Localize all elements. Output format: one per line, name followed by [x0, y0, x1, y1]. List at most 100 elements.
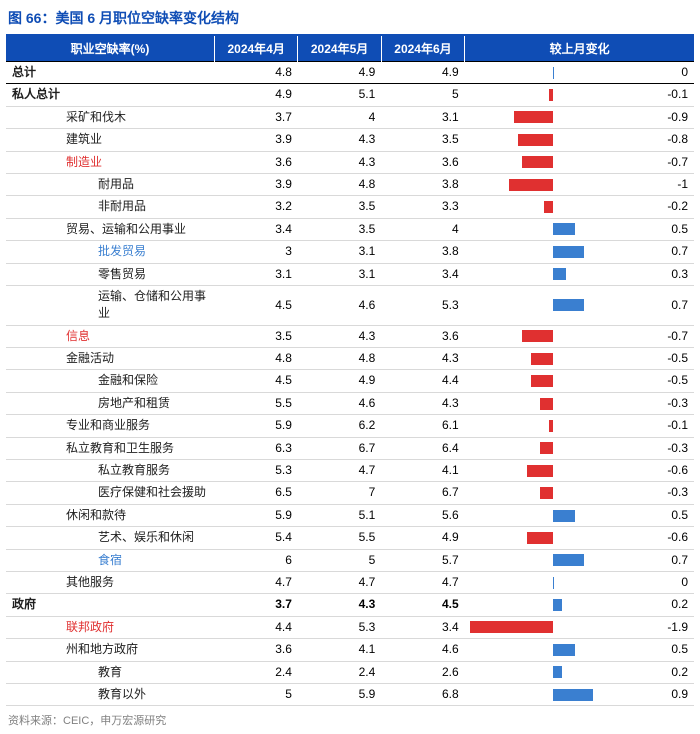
change-bar: [465, 151, 642, 173]
value-cell: 3.5: [298, 218, 381, 240]
value-cell: 4.9: [298, 370, 381, 392]
change-bar: [465, 504, 642, 526]
table-row: 制造业3.64.33.6-0.7: [6, 151, 694, 173]
value-cell: 3.6: [381, 325, 464, 347]
value-cell: 5.5: [298, 527, 381, 549]
change-value: -0.1: [642, 84, 694, 106]
value-cell: 5.1: [298, 504, 381, 526]
change-value: -0.2: [642, 196, 694, 218]
table-row: 私立教育和卫生服务6.36.76.4-0.3: [6, 437, 694, 459]
change-value: 0.5: [642, 504, 694, 526]
value-cell: 2.4: [298, 661, 381, 683]
value-cell: 4.3: [298, 325, 381, 347]
change-bar: [465, 370, 642, 392]
change-value: 0.7: [642, 285, 694, 325]
value-cell: 3.9: [214, 173, 297, 195]
table-row: 医疗保健和社会援助6.576.7-0.3: [6, 482, 694, 504]
row-label: 联邦政府: [6, 616, 214, 638]
row-label: 医疗保健和社会援助: [6, 482, 214, 504]
change-value: -1.9: [642, 616, 694, 638]
change-bar: [465, 482, 642, 504]
col-change: 较上月变化: [465, 36, 694, 62]
change-bar: [465, 639, 642, 661]
row-label: 专业和商业服务: [6, 415, 214, 437]
row-label: 总计: [6, 62, 214, 84]
change-value: -0.5: [642, 348, 694, 370]
change-bar: [465, 571, 642, 593]
value-cell: 3.4: [381, 616, 464, 638]
value-cell: 3.4: [381, 263, 464, 285]
value-cell: 5: [214, 683, 297, 705]
row-label: 信息: [6, 325, 214, 347]
change-value: 0.2: [642, 594, 694, 616]
change-bar: [465, 437, 642, 459]
table-row: 私立教育服务5.34.74.1-0.6: [6, 460, 694, 482]
value-cell: 3.6: [214, 151, 297, 173]
change-bar: [465, 325, 642, 347]
value-cell: 5.3: [298, 616, 381, 638]
value-cell: 4.9: [381, 62, 464, 84]
value-cell: 6.1: [381, 415, 464, 437]
value-cell: 4.6: [298, 285, 381, 325]
value-cell: 4.7: [381, 571, 464, 593]
table-row: 耐用品3.94.83.8-1: [6, 173, 694, 195]
vacancy-table: 职业空缺率(%) 2024年4月 2024年5月 2024年6月 较上月变化 总…: [6, 36, 694, 706]
value-cell: 3.8: [381, 173, 464, 195]
value-cell: 4.7: [214, 571, 297, 593]
value-cell: 4.3: [381, 348, 464, 370]
change-bar: [465, 196, 642, 218]
change-value: 0.3: [642, 263, 694, 285]
value-cell: 4: [298, 106, 381, 128]
change-bar: [465, 218, 642, 240]
value-cell: 4.6: [298, 392, 381, 414]
value-cell: 4.3: [381, 392, 464, 414]
value-cell: 3.1: [298, 263, 381, 285]
row-label: 建筑业: [6, 129, 214, 151]
change-value: -0.6: [642, 460, 694, 482]
change-bar: [465, 527, 642, 549]
table-row: 教育以外55.96.80.9: [6, 683, 694, 705]
value-cell: 4.8: [214, 62, 297, 84]
row-label: 房地产和租赁: [6, 392, 214, 414]
change-bar: [465, 594, 642, 616]
value-cell: 4.8: [298, 348, 381, 370]
row-label: 休闲和款待: [6, 504, 214, 526]
value-cell: 4.1: [381, 460, 464, 482]
change-bar: [465, 348, 642, 370]
change-bar: [465, 549, 642, 571]
table-row: 专业和商业服务5.96.26.1-0.1: [6, 415, 694, 437]
row-label: 金融和保险: [6, 370, 214, 392]
value-cell: 5.6: [381, 504, 464, 526]
value-cell: 4.8: [214, 348, 297, 370]
change-bar: [465, 683, 642, 705]
change-value: -0.6: [642, 527, 694, 549]
row-label: 耐用品: [6, 173, 214, 195]
value-cell: 6.2: [298, 415, 381, 437]
table-row: 其他服务4.74.74.70: [6, 571, 694, 593]
row-label: 食宿: [6, 549, 214, 571]
table-row: 批发贸易33.13.80.7: [6, 241, 694, 263]
row-label: 教育: [6, 661, 214, 683]
row-label: 私人总计: [6, 84, 214, 106]
table-row: 非耐用品3.23.53.3-0.2: [6, 196, 694, 218]
value-cell: 4.5: [214, 370, 297, 392]
value-cell: 3.5: [214, 325, 297, 347]
change-value: -0.5: [642, 370, 694, 392]
change-value: 0: [642, 62, 694, 84]
table-row: 州和地方政府3.64.14.60.5: [6, 639, 694, 661]
value-cell: 3.7: [214, 594, 297, 616]
row-label: 艺术、娱乐和休闲: [6, 527, 214, 549]
change-bar: [465, 173, 642, 195]
table-row: 食宿655.70.7: [6, 549, 694, 571]
table-row: 信息3.54.33.6-0.7: [6, 325, 694, 347]
value-cell: 2.6: [381, 661, 464, 683]
value-cell: 5.9: [214, 415, 297, 437]
change-value: -0.3: [642, 392, 694, 414]
change-bar: [465, 84, 642, 106]
change-value: 0.9: [642, 683, 694, 705]
value-cell: 4.7: [298, 571, 381, 593]
change-bar: [465, 616, 642, 638]
value-cell: 5.9: [214, 504, 297, 526]
value-cell: 5: [298, 549, 381, 571]
value-cell: 3.9: [214, 129, 297, 151]
